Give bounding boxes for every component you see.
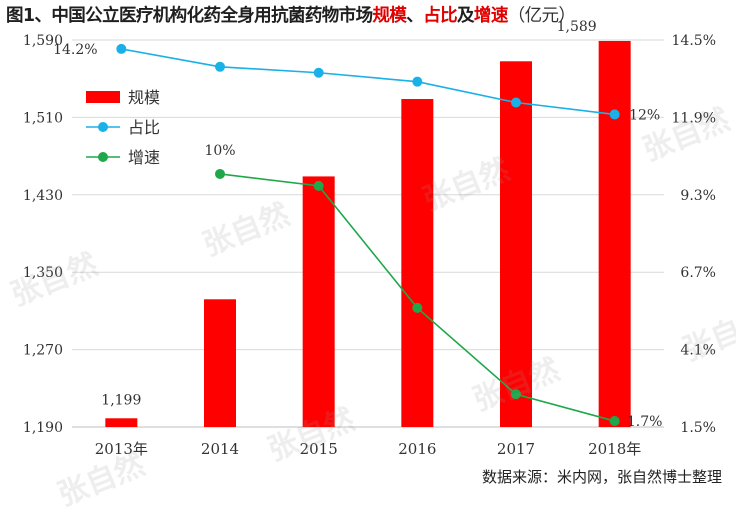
- left-axis-tick-label: 1,510: [23, 110, 63, 126]
- line-point: [412, 76, 423, 87]
- title-prefix: 图1、中国公立医疗机构化药全身用抗菌药物市场: [6, 6, 373, 26]
- right-axis-tick-label: 4.1%: [680, 343, 716, 359]
- series-line: [121, 48, 615, 116]
- chart-page: 图1、中国公立医疗机构化药全身用抗菌药物市场规模、占比及增速（亿元） 1,190…: [6, 2, 736, 513]
- line-point: [609, 416, 620, 427]
- line-point: [313, 180, 324, 191]
- title-highlight-growth: 增速: [473, 6, 508, 26]
- line-point: [609, 109, 620, 120]
- title-joiner: 及: [457, 6, 475, 26]
- chart-title: 图1、中国公立医疗机构化药全身用抗菌药物市场规模、占比及增速（亿元）: [6, 2, 732, 28]
- bar: [401, 99, 434, 427]
- data-label: 10%: [204, 143, 235, 159]
- line-point: [313, 67, 324, 78]
- bar: [302, 176, 335, 427]
- title-highlight-share: 占比: [423, 6, 458, 26]
- line-point: [116, 43, 127, 54]
- x-axis-tick-label: 2016: [398, 440, 436, 458]
- source-note: 数据来源：米内网，张自然博士整理: [481, 468, 722, 486]
- bar: [500, 61, 532, 427]
- x-axis-tick-label: 2014: [201, 440, 239, 458]
- left-axis-tick-label: 1,350: [23, 265, 63, 281]
- x-axis-tick-label: 2013年: [95, 440, 148, 458]
- legend-label: 占比: [128, 118, 160, 137]
- left-axis-tick-label: 1,590: [23, 33, 63, 49]
- data-label: 14.2%: [53, 42, 97, 58]
- legend-marker: [98, 122, 108, 132]
- title-unit: （亿元）: [507, 6, 576, 26]
- legend-label: 增速: [128, 148, 160, 167]
- data-label: 12%: [629, 107, 660, 123]
- left-axis-tick-label: 1,270: [23, 343, 63, 359]
- legend-marker: [98, 152, 108, 162]
- bar: [598, 40, 631, 427]
- legend-swatch: [86, 91, 120, 103]
- x-axis-tick-label: 2015: [300, 440, 338, 458]
- data-label: 1,199: [101, 392, 141, 408]
- bar: [105, 418, 138, 427]
- title-highlight-scale: 规模: [372, 6, 407, 26]
- data-label: 1,589: [557, 19, 597, 35]
- data-label: 1.7%: [627, 414, 663, 430]
- right-axis-tick-label: 9.3%: [680, 188, 716, 204]
- line-point: [511, 389, 521, 400]
- left-axis-tick-label: 1,430: [23, 188, 63, 204]
- title-separator: 、: [406, 6, 424, 26]
- combo-chart: 1,190 1,270 1,350 1,430 1,510 1,590 1.5% 4.1% 6.…: [23, 19, 716, 458]
- line-point: [412, 302, 423, 313]
- line-point: [215, 61, 225, 72]
- x-axis-tick-label: 2017: [497, 440, 535, 458]
- right-axis-tick-label: 6.7%: [680, 265, 716, 281]
- legend-label: 规模: [128, 88, 160, 107]
- right-axis-tick-label: 11.9%: [672, 110, 716, 126]
- left-axis-tick-label: 1,190: [23, 420, 63, 436]
- line-point: [215, 168, 225, 179]
- x-axis-tick-label: 2018年: [588, 440, 641, 458]
- line-point: [511, 97, 521, 108]
- bar: [204, 299, 236, 427]
- right-axis-tick-label: 1.5%: [680, 420, 716, 436]
- right-axis-tick-label: 14.5%: [672, 33, 716, 49]
